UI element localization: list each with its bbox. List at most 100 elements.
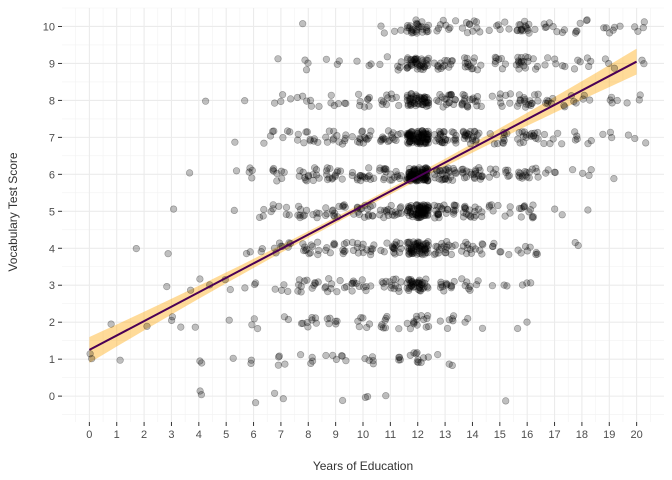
data-point — [362, 283, 370, 291]
data-point — [529, 213, 538, 221]
data-point — [348, 280, 356, 288]
data-point — [383, 312, 391, 321]
data-point — [325, 320, 333, 328]
data-point — [419, 242, 427, 250]
data-point — [418, 209, 426, 217]
data-point — [424, 99, 433, 107]
data-point — [549, 23, 557, 31]
data-point — [355, 282, 363, 291]
data-point — [299, 92, 307, 100]
data-point — [269, 201, 277, 209]
data-point — [422, 248, 430, 257]
data-point — [558, 211, 566, 219]
data-point — [420, 283, 428, 291]
data-point — [640, 18, 648, 26]
data-point — [606, 96, 614, 104]
data-point — [407, 101, 415, 109]
data-point — [279, 395, 287, 403]
data-point — [364, 173, 372, 181]
data-point — [634, 27, 642, 35]
data-point — [414, 209, 423, 217]
data-point — [464, 130, 472, 138]
data-point — [410, 241, 419, 249]
data-point — [252, 399, 260, 407]
data-point — [248, 321, 256, 329]
data-point — [467, 140, 475, 148]
data-point — [409, 58, 417, 66]
data-point — [365, 172, 373, 180]
data-point — [463, 29, 472, 37]
data-point — [447, 91, 455, 99]
data-point — [395, 248, 404, 256]
data-point — [525, 208, 533, 216]
data-point — [309, 171, 317, 179]
data-point — [445, 99, 453, 107]
data-point — [411, 165, 419, 173]
data-point — [307, 102, 316, 110]
data-point — [526, 243, 534, 251]
data-point — [461, 54, 469, 62]
data-point — [445, 63, 453, 71]
data-point — [417, 94, 425, 102]
data-point — [278, 286, 286, 294]
data-point — [585, 62, 593, 71]
data-point — [303, 206, 311, 214]
data-point — [415, 214, 423, 222]
data-point — [458, 247, 466, 255]
data-point — [423, 314, 431, 323]
data-point — [415, 206, 423, 215]
data-point — [417, 211, 425, 219]
data-point — [445, 169, 453, 177]
data-point — [116, 356, 124, 364]
data-point — [406, 96, 414, 104]
data-point — [370, 241, 378, 249]
data-point — [394, 62, 402, 70]
data-point — [391, 240, 399, 248]
data-point — [414, 137, 422, 146]
data-point — [405, 173, 414, 181]
data-point — [488, 282, 497, 290]
data-point — [414, 209, 423, 217]
data-point — [270, 164, 278, 173]
data-point — [403, 138, 412, 146]
data-point — [424, 202, 433, 210]
data-point — [485, 201, 494, 209]
data-point — [327, 99, 335, 107]
data-point — [540, 139, 548, 148]
data-point — [414, 212, 423, 220]
data-point — [521, 95, 529, 104]
x-tick-label: 15 — [494, 429, 506, 441]
data-point — [447, 282, 455, 290]
data-point — [396, 239, 404, 247]
data-point — [516, 173, 524, 181]
data-point — [464, 103, 472, 111]
x-axis-title: Years of Education — [313, 459, 413, 473]
data-point — [403, 55, 412, 64]
grid — [62, 7, 664, 422]
data-point — [353, 174, 361, 182]
data-point — [378, 135, 386, 144]
data-point — [356, 172, 364, 180]
data-point — [417, 312, 425, 320]
data-point — [642, 139, 650, 147]
data-point — [421, 93, 429, 101]
data-point — [326, 314, 334, 322]
data-point — [407, 27, 416, 35]
data-point — [439, 16, 447, 25]
data-point — [438, 93, 446, 101]
data-point — [466, 168, 474, 176]
data-point — [386, 176, 394, 184]
data-point — [451, 135, 459, 143]
data-point — [419, 284, 427, 293]
data-point — [325, 174, 333, 182]
data-point — [433, 27, 441, 35]
data-point — [471, 245, 480, 253]
data-point — [421, 211, 430, 219]
data-point — [403, 319, 411, 328]
data-point — [407, 90, 415, 98]
data-point — [409, 247, 417, 255]
data-point — [440, 61, 449, 69]
x-tick-label: 9 — [333, 429, 339, 441]
data-point — [466, 212, 474, 220]
data-point — [414, 356, 422, 364]
